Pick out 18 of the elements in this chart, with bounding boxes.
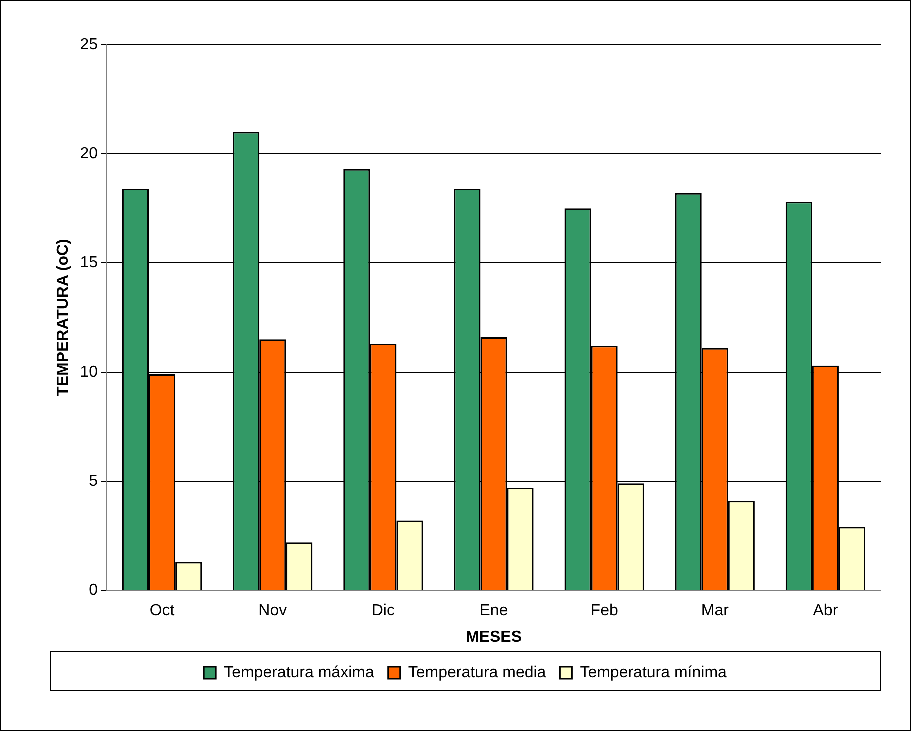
x-tick-label: Dic	[372, 602, 395, 620]
y-tick-label: 20	[80, 146, 98, 163]
x-tick-label: Feb	[590, 602, 618, 620]
y-tick-label: 0	[89, 582, 98, 600]
x-axis-title: MESES	[466, 628, 522, 646]
y-axis-title: TEMPERATURA (oC)	[55, 239, 72, 396]
x-tick-label: Ene	[480, 602, 508, 620]
y-tick-label: 15	[80, 254, 98, 272]
x-tick-label: Nov	[258, 602, 288, 620]
legend-label: Temperatura mínima	[580, 664, 728, 682]
y-tick-label: 10	[80, 364, 98, 381]
y-tick-label: 5	[89, 472, 98, 490]
x-tick-label: Abr	[813, 602, 839, 620]
legend-label: Temperatura máxima	[224, 664, 374, 682]
x-tick-label: Mar	[701, 602, 730, 620]
legend-label: Temperatura media	[408, 664, 546, 682]
x-tick-label: Oct	[150, 602, 176, 620]
y-tick-label: 25	[80, 36, 98, 54]
